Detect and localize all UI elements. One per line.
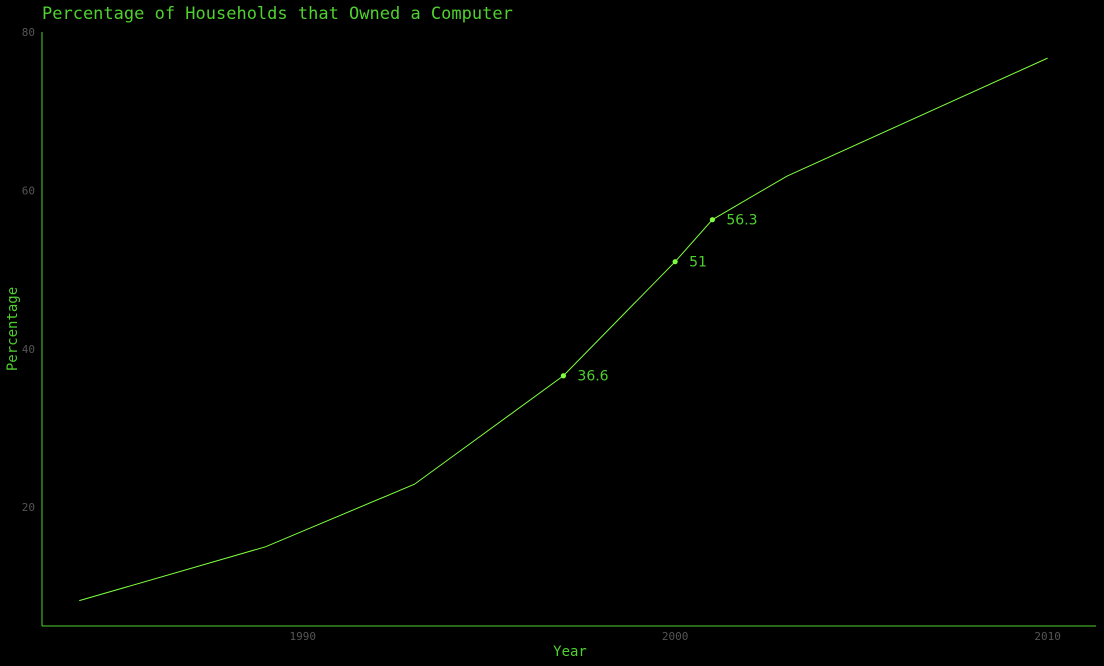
y-tick-labels: 20 40 60 80 bbox=[22, 26, 35, 514]
y-tick-label: 40 bbox=[22, 343, 35, 356]
axes bbox=[41, 32, 1096, 627]
series-line bbox=[79, 57, 1048, 602]
y-tick-label: 20 bbox=[22, 501, 35, 514]
x-tick-label: 2000 bbox=[662, 630, 689, 643]
data-label: 51 bbox=[689, 255, 707, 271]
y-axis-title: Percentage bbox=[5, 287, 21, 371]
y-tick-label: 80 bbox=[22, 26, 35, 39]
data-label: 36.6 bbox=[577, 369, 608, 385]
data-label: 56.3 bbox=[726, 213, 757, 229]
data-point-marker bbox=[709, 217, 715, 223]
data-point-marker bbox=[672, 259, 678, 265]
series bbox=[79, 57, 1048, 602]
annotations: 36.6 51 56.3 bbox=[560, 213, 758, 385]
x-axis-title: Year bbox=[553, 644, 587, 660]
data-point-marker bbox=[560, 373, 567, 379]
y-tick-label: 60 bbox=[22, 184, 35, 197]
chart-title: Percentage of Households that Owned a Co… bbox=[42, 4, 513, 24]
x-tick-label: 2010 bbox=[1034, 630, 1061, 643]
x-tick-label: 1990 bbox=[289, 630, 316, 643]
x-tick-labels: 1990 2000 2010 bbox=[289, 630, 1060, 643]
